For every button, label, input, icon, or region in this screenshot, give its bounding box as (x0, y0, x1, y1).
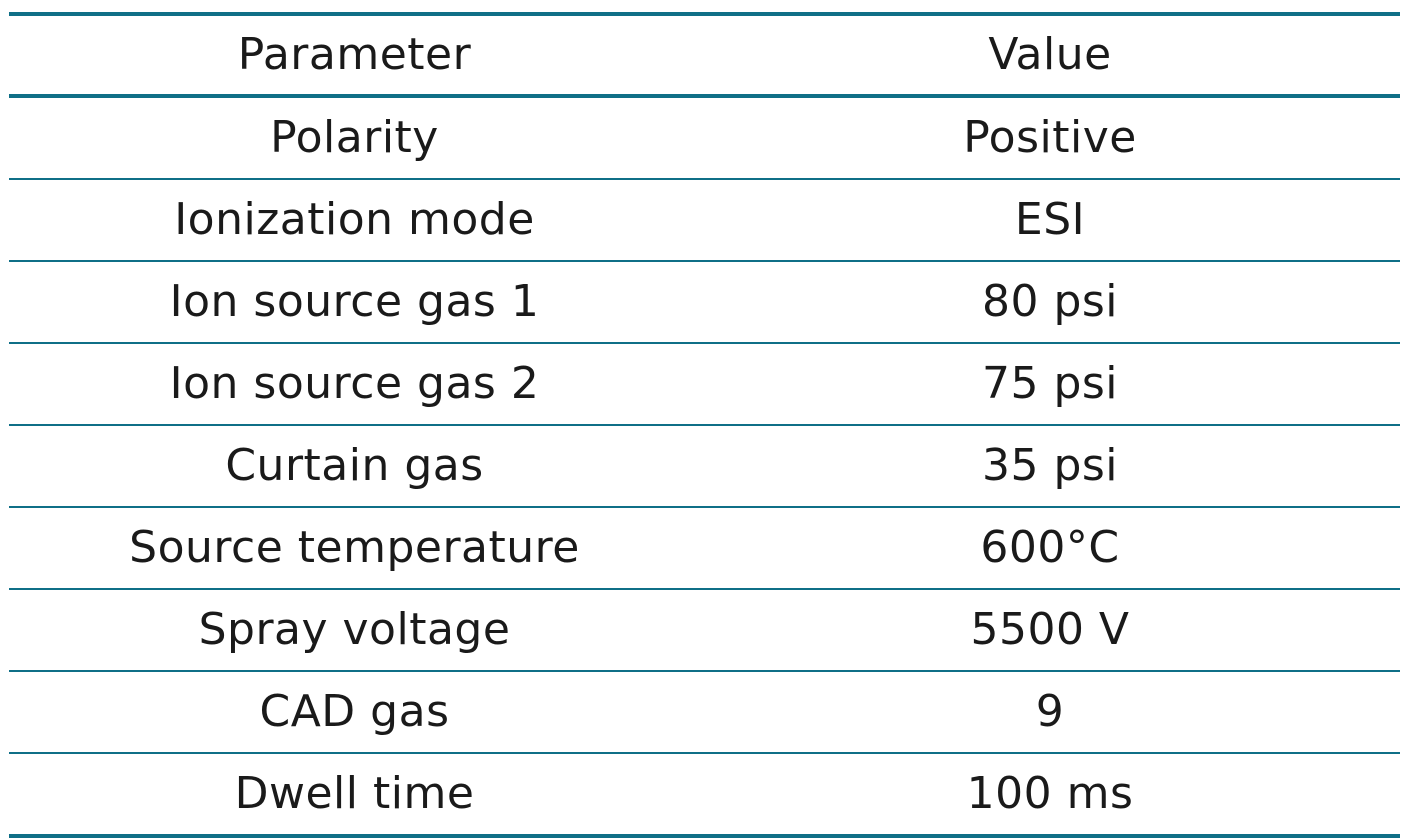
table-body: Polarity Positive Ionization mode ESI Io… (9, 96, 1400, 838)
header-row: Parameter Value (9, 12, 1400, 98)
parameter-table: Parameter Value Polarity Positive Ioniza… (9, 12, 1400, 838)
parameter-cell: Ionization mode (9, 179, 700, 262)
value-cell: 35 psi (700, 425, 1400, 508)
parameter-cell: CAD gas (9, 671, 700, 754)
parameter-cell: Ion source gas 1 (9, 261, 700, 344)
table-row: Spray voltage 5500 V (9, 589, 1400, 672)
value-cell: 5500 V (700, 589, 1400, 672)
value-cell: 9 (700, 671, 1400, 754)
header-value: Value (700, 12, 1400, 98)
header-parameter: Parameter (9, 12, 700, 98)
table-row: Ion source gas 2 75 psi (9, 343, 1400, 426)
parameter-cell: Curtain gas (9, 425, 700, 508)
value-cell: 100 ms (700, 753, 1400, 838)
parameter-cell: Spray voltage (9, 589, 700, 672)
table-row: Dwell time 100 ms (9, 753, 1400, 838)
table-row: Ionization mode ESI (9, 179, 1400, 262)
table-row: Polarity Positive (9, 96, 1400, 180)
table-row: Source temperature 600°C (9, 507, 1400, 590)
value-cell: ESI (700, 179, 1400, 262)
value-cell: 600°C (700, 507, 1400, 590)
value-cell: 75 psi (700, 343, 1400, 426)
table-row: Curtain gas 35 psi (9, 425, 1400, 508)
parameter-cell: Ion source gas 2 (9, 343, 700, 426)
table-header: Parameter Value (9, 12, 1400, 98)
parameter-cell: Polarity (9, 96, 700, 180)
value-cell: 80 psi (700, 261, 1400, 344)
table-row: CAD gas 9 (9, 671, 1400, 754)
value-cell: Positive (700, 96, 1400, 180)
table-row: Ion source gas 1 80 psi (9, 261, 1400, 344)
parameter-cell: Dwell time (9, 753, 700, 838)
parameter-cell: Source temperature (9, 507, 700, 590)
parameter-table-container: Parameter Value Polarity Positive Ioniza… (9, 12, 1400, 838)
